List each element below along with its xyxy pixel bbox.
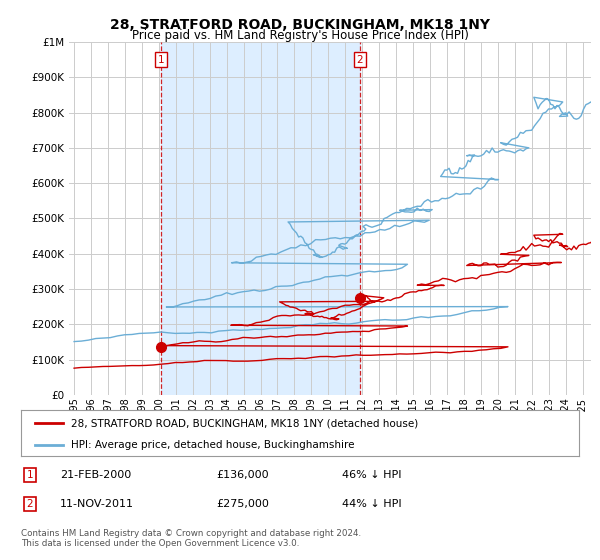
Text: 28, STRATFORD ROAD, BUCKINGHAM, MK18 1NY (detached house): 28, STRATFORD ROAD, BUCKINGHAM, MK18 1NY… bbox=[71, 418, 418, 428]
Text: 11-NOV-2011: 11-NOV-2011 bbox=[60, 499, 134, 509]
Text: HPI: Average price, detached house, Buckinghamshire: HPI: Average price, detached house, Buck… bbox=[71, 440, 355, 450]
Text: £275,000: £275,000 bbox=[216, 499, 269, 509]
Text: Price paid vs. HM Land Registry's House Price Index (HPI): Price paid vs. HM Land Registry's House … bbox=[131, 29, 469, 42]
Text: 28, STRATFORD ROAD, BUCKINGHAM, MK18 1NY: 28, STRATFORD ROAD, BUCKINGHAM, MK18 1NY bbox=[110, 18, 490, 32]
Bar bbox=[161, 42, 360, 395]
Text: 2: 2 bbox=[356, 55, 364, 64]
Text: 2: 2 bbox=[26, 499, 34, 509]
Text: 46% ↓ HPI: 46% ↓ HPI bbox=[342, 470, 401, 480]
Text: 1: 1 bbox=[26, 470, 34, 480]
Text: 44% ↓ HPI: 44% ↓ HPI bbox=[342, 499, 401, 509]
Text: Contains HM Land Registry data © Crown copyright and database right 2024.
This d: Contains HM Land Registry data © Crown c… bbox=[21, 529, 361, 548]
Text: 21-FEB-2000: 21-FEB-2000 bbox=[60, 470, 131, 480]
Text: 1: 1 bbox=[158, 55, 164, 64]
Text: £136,000: £136,000 bbox=[216, 470, 269, 480]
